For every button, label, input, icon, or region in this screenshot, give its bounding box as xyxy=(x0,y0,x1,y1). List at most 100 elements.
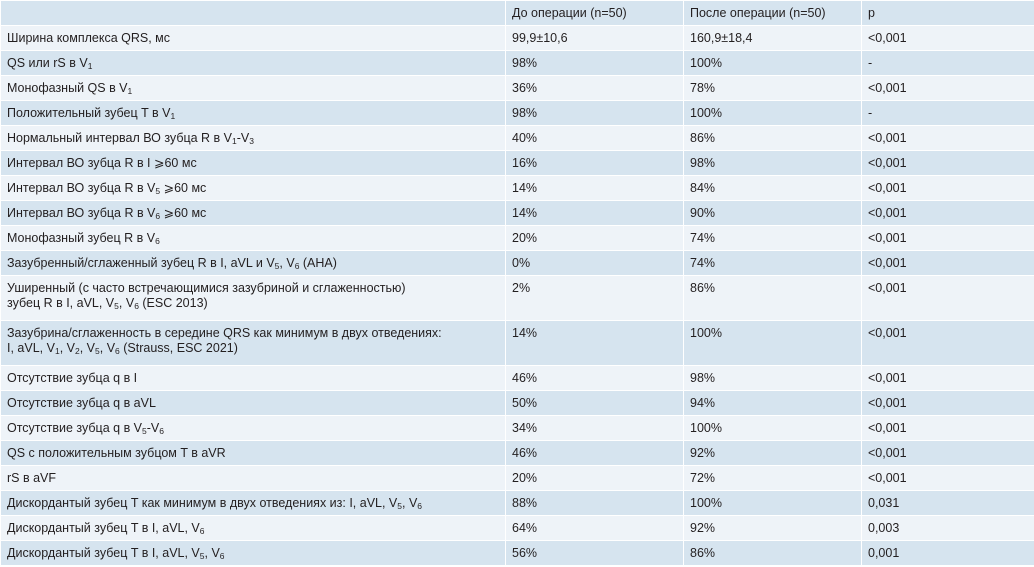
lead-subscript: 1 xyxy=(87,61,93,71)
lead-subscript: 5 xyxy=(397,501,402,511)
lead-subscript: 5 xyxy=(142,426,147,436)
before-value-cell: 98% xyxy=(505,50,684,76)
lead-subscript: 6 xyxy=(155,236,160,246)
p-value-cell: <0,001 xyxy=(861,390,1034,416)
before-value-cell: 14% xyxy=(505,200,684,226)
criterion-text: Дискордантый зубец T в I, aVL, V xyxy=(7,521,200,535)
criterion-text: Нормальный интервал ВО зубца R в V xyxy=(7,131,233,145)
criterion-text: Интервал ВО зубца R в V xyxy=(7,206,156,220)
criterion-text: Уширенный (с часто встречающимися зазубр… xyxy=(7,281,406,295)
table-row: Зазубренный/сглаженный зубец R в I, aVL … xyxy=(0,250,1034,276)
criterion-cell: Уширенный (с часто встречающимися зазубр… xyxy=(0,275,506,321)
criterion-text: (AHA) xyxy=(299,256,337,270)
criterion-text: ⩾60 мс xyxy=(160,206,207,220)
p-value-cell: <0,001 xyxy=(861,75,1034,101)
criterion-text: Зазубрина/сглаженность в середине QRS ка… xyxy=(7,326,442,340)
after-value-cell: 98% xyxy=(683,150,862,176)
criterion-text: , V xyxy=(279,256,295,270)
p-value-cell: <0,001 xyxy=(861,225,1034,251)
p-value-cell: <0,001 xyxy=(861,25,1034,51)
table-row: Отсутствие зубца q в aVL 50% 94% <0,001 xyxy=(0,390,1034,416)
criterion-text: I, aVL, V xyxy=(7,341,55,355)
before-value-cell: 2% xyxy=(505,275,684,321)
criterion-text: , V xyxy=(118,296,135,310)
criterion-text: rS в aVF xyxy=(7,471,57,485)
table-row: Интервал ВО зубца R в V6 ⩾60 мс 14% 90% <0,… xyxy=(0,200,1034,226)
before-value-cell: 20% xyxy=(505,225,684,251)
after-value-cell: 100% xyxy=(683,490,862,516)
criterion-text: -V xyxy=(236,131,250,145)
after-value-cell: 160,9±18,4 xyxy=(683,25,862,51)
lead-subscript: 5 xyxy=(95,346,100,356)
p-value-cell: 0,031 xyxy=(861,490,1034,516)
criterion-text: , V xyxy=(79,341,96,355)
after-value-cell: 98% xyxy=(683,365,862,391)
criterion-cell: QS или rS в V1 xyxy=(0,50,506,76)
lead-subscript: 5 xyxy=(199,551,205,561)
after-value-cell: 78% xyxy=(683,75,862,101)
criterion-cell: QS с положительным зубцом T в aVR xyxy=(0,440,506,466)
criterion-text: Зазубренный/сглаженный зубец R в I, aVL … xyxy=(7,256,275,270)
after-value-cell: 90% xyxy=(683,200,862,226)
before-value-cell: 0% xyxy=(505,250,684,276)
table-row: Дискордантый зубец T в I, aVL, V6 64% 92% 0… xyxy=(0,515,1034,541)
lead-subscript: 6 xyxy=(199,526,205,536)
after-value-cell: 100% xyxy=(683,100,862,126)
criterion-text: Монофазный QS в V xyxy=(7,81,128,95)
criterion-cell: Дискордантый зубец T в I, aVL, V6 xyxy=(0,515,506,541)
p-value-cell: <0,001 xyxy=(861,200,1034,226)
criterion-cell: Зазубренный/сглаженный зубец R в I, aVL … xyxy=(0,250,506,276)
criterion-cell: rS в aVF xyxy=(0,465,506,491)
p-value-cell: - xyxy=(861,50,1034,76)
table-row: Дискордантый зубец T в I, aVL, V5, V6 56%… xyxy=(0,540,1034,566)
before-value-cell: 56% xyxy=(505,540,684,566)
lead-subscript: 6 xyxy=(134,301,139,311)
before-value-cell: 98% xyxy=(505,100,684,126)
lead-subscript: 5 xyxy=(114,301,119,311)
criterion-cell: Ширина комплекса QRS, мс xyxy=(0,25,506,51)
after-value-cell: 74% xyxy=(683,225,862,251)
lead-subscript: 5 xyxy=(274,261,280,271)
table-row: QS с положительным зубцом T в aVR 46% 92% <… xyxy=(0,440,1034,466)
criterion-text: Монофазный зубец R в V xyxy=(7,231,156,245)
criterion-text: Отсутствие зубца q в I xyxy=(7,371,138,385)
criterion-text: (Strauss, ESC 2021) xyxy=(119,341,238,355)
before-value-cell: 16% xyxy=(505,150,684,176)
p-value-cell: - xyxy=(861,100,1034,126)
criterion-cell: Интервал ВО зубца R в I ⩾60 мс xyxy=(0,150,506,176)
criterion-cell: Отсутствие зубца q в V5-V6 xyxy=(0,415,506,441)
criterion-text: Интервал ВО зубца R в I ⩾60 мс xyxy=(7,156,197,170)
criterion-cell: Нормальный интервал ВО зубца R в V1-V3 xyxy=(0,125,506,151)
criterion-text: Дискордантый зубец T в I, aVL, V xyxy=(7,546,200,560)
criterion-text: Отсутствие зубца q в aVL xyxy=(7,396,156,410)
criterion-cell: Отсутствие зубца q в I xyxy=(0,365,506,391)
criterion-cell: Интервал ВО зубца R в V5 ⩾60 мс xyxy=(0,175,506,201)
criterion-text: Отсутствие зубца q в V xyxy=(7,421,143,435)
lead-subscript: 6 xyxy=(159,426,164,436)
before-value-cell: 14% xyxy=(505,320,684,366)
before-value-cell: 40% xyxy=(505,125,684,151)
before-value-cell: 99,9±10,6 xyxy=(505,25,684,51)
table-row: Дискордантый зубец T как минимум в двух … xyxy=(0,490,1034,516)
p-value-cell: <0,001 xyxy=(861,440,1034,466)
p-value-cell: <0,001 xyxy=(861,275,1034,321)
criterion-text: , V xyxy=(204,546,220,560)
criterion-text: Положительный зубец T в V xyxy=(7,106,171,120)
criterion-cell: Монофазный зубец R в V6 xyxy=(0,225,506,251)
header-before-surgery: До операции (n=50) xyxy=(505,0,684,26)
lead-subscript: 6 xyxy=(294,261,300,271)
criterion-cell: Положительный зубец T в V1 xyxy=(0,100,506,126)
criterion-text: , V xyxy=(99,341,116,355)
table-row: Монофазный QS в V1 36% 78% <0,001 xyxy=(0,75,1034,101)
after-value-cell: 74% xyxy=(683,250,862,276)
before-value-cell: 34% xyxy=(505,415,684,441)
table-row: Нормальный интервал ВО зубца R в V1-V3 40… xyxy=(0,125,1034,151)
p-value-cell: <0,001 xyxy=(861,250,1034,276)
table-row: QS или rS в V1 98% 100% - xyxy=(0,50,1034,76)
p-value-cell: 0,003 xyxy=(861,515,1034,541)
after-value-cell: 100% xyxy=(683,50,862,76)
after-value-cell: 84% xyxy=(683,175,862,201)
table-row: Уширенный (с часто встречающимися зазубр… xyxy=(0,275,1034,321)
criterion-text: QS с положительным зубцом T в aVR xyxy=(7,446,226,460)
